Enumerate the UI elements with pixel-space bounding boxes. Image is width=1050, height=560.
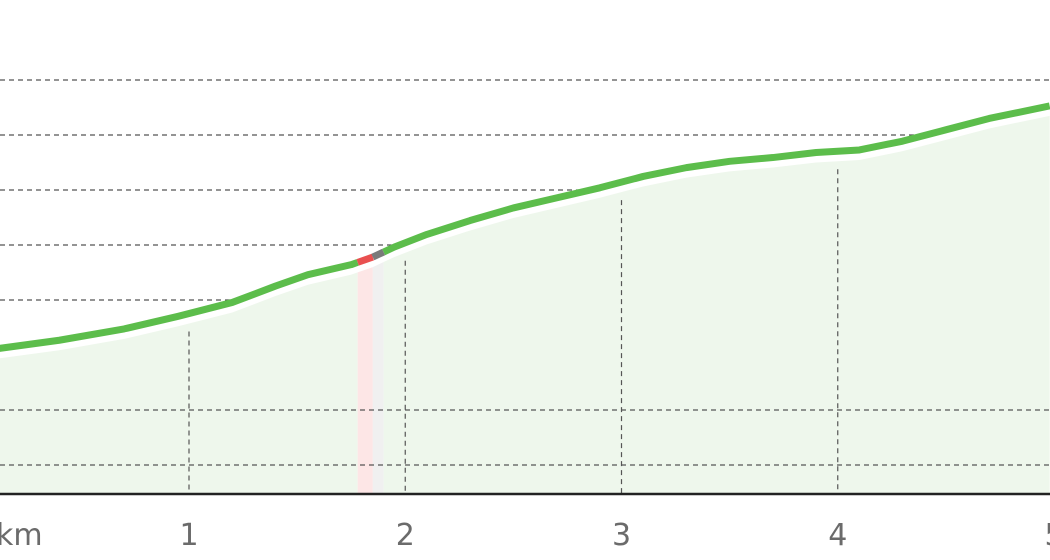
profile-fill-segment-3	[357, 267, 373, 494]
x-tick-label-1: 1	[179, 518, 198, 553]
profile-fill-layer	[0, 115, 1050, 494]
x-tick-labels: km 1 2 3 4 5	[0, 518, 1050, 553]
profile-fill-segment-4	[372, 262, 384, 494]
x-tick-label-3: 3	[612, 518, 631, 553]
x-tick-label-4: 4	[828, 518, 847, 553]
profile-line-layer	[0, 102, 1050, 352]
vertical-gridlines	[188, 169, 839, 494]
profile-line-segment-5	[382, 102, 1050, 256]
profile-fill-segment-2	[0, 272, 358, 494]
profile-line-segment-4	[371, 248, 386, 261]
x-tick-label-2: 2	[396, 518, 415, 553]
profile-line-segment-3	[356, 253, 374, 266]
profile-fill-segment-5	[383, 115, 1050, 494]
profile-line-segment-2	[0, 259, 359, 352]
x-tick-label-5: 5	[1044, 518, 1050, 553]
x-unit-label: km	[0, 518, 43, 553]
horizontal-gridlines	[0, 79, 1050, 466]
